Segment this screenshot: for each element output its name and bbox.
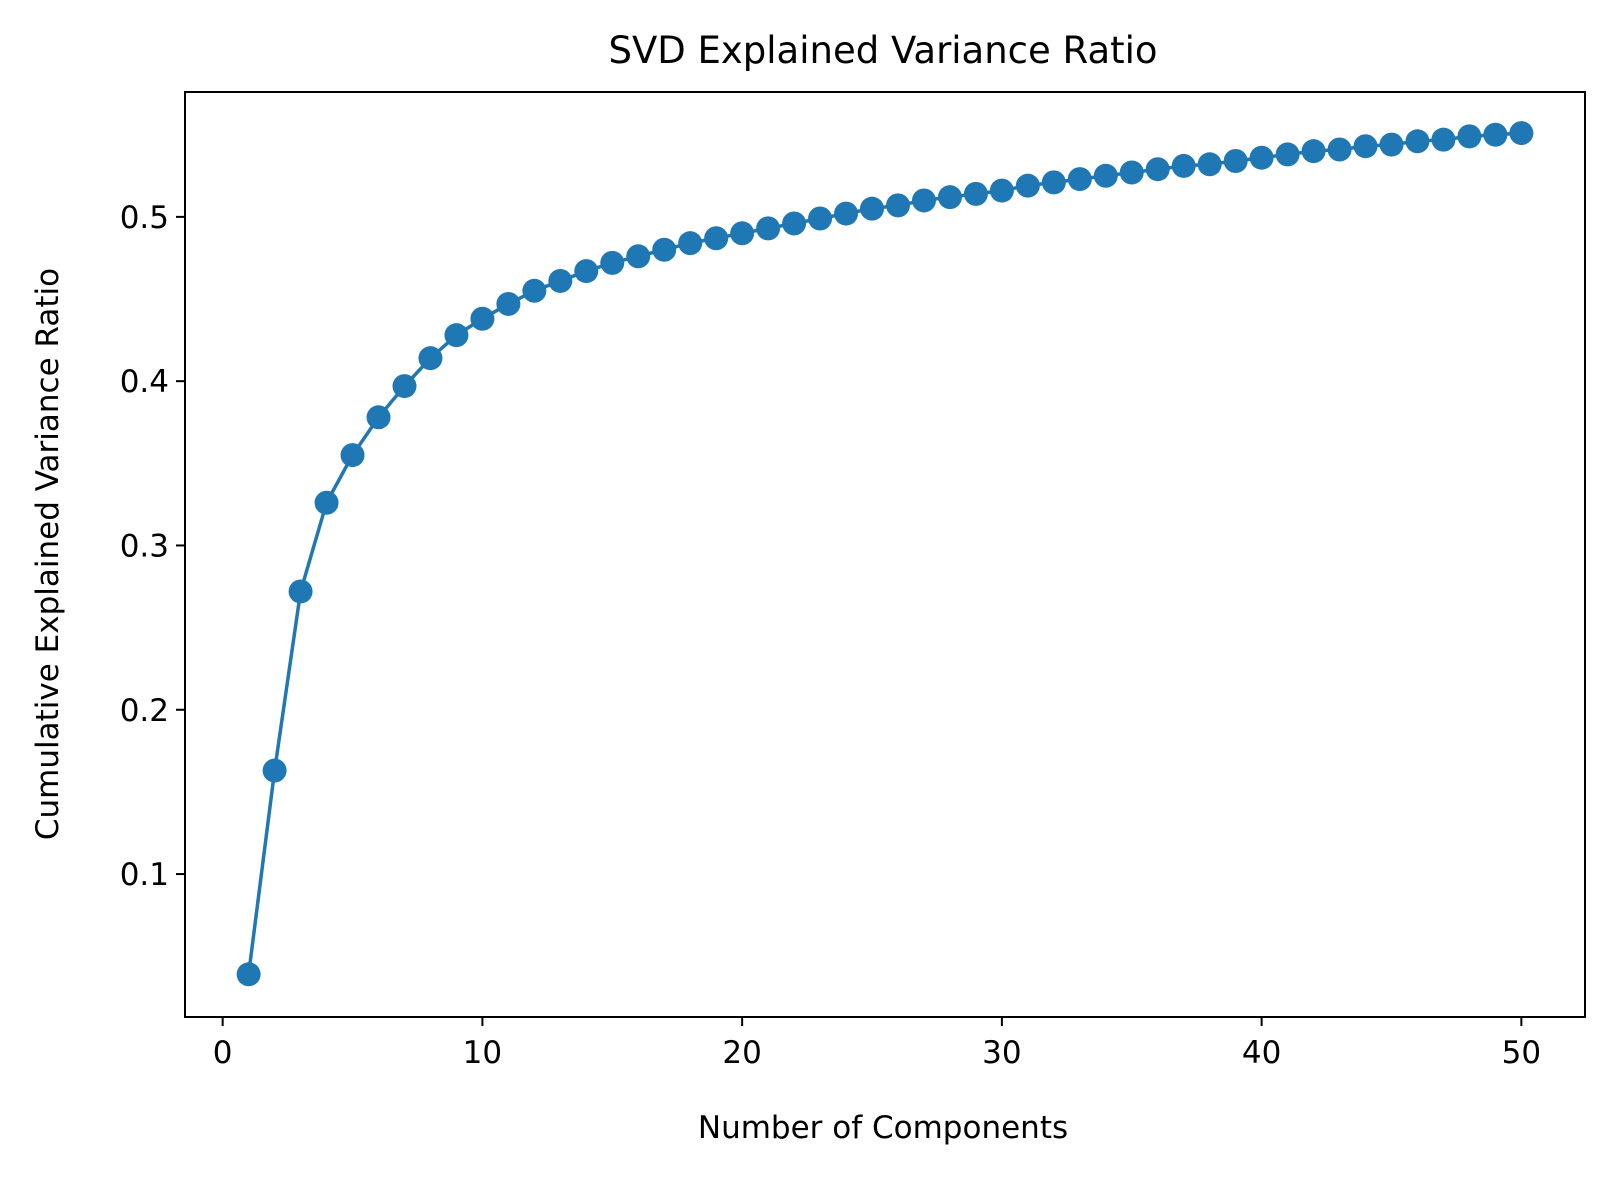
data-point <box>1275 142 1300 167</box>
data-point <box>548 268 573 293</box>
y-tick-label: 0.1 <box>120 857 169 893</box>
x-tick-label: 40 <box>1242 1035 1281 1071</box>
y-tick-label: 0.4 <box>120 364 169 400</box>
data-point <box>1327 137 1352 162</box>
data-point <box>1457 124 1482 149</box>
data-point <box>1379 132 1404 157</box>
data-point <box>834 201 859 226</box>
data-point <box>574 259 599 284</box>
data-point <box>730 221 755 246</box>
data-point <box>340 443 365 468</box>
x-tick-label: 0 <box>213 1035 233 1071</box>
data-point <box>366 405 391 430</box>
data-point <box>1509 121 1534 146</box>
data-point <box>1405 129 1430 154</box>
data-point <box>470 306 495 331</box>
x-tick-label: 30 <box>982 1035 1021 1071</box>
data-point <box>496 291 521 316</box>
data-point <box>885 193 910 218</box>
data-point <box>392 374 417 399</box>
data-point <box>937 185 962 210</box>
data-point <box>1249 145 1274 170</box>
data-point <box>1197 152 1222 177</box>
data-point <box>963 181 988 206</box>
data-point <box>782 211 807 236</box>
data-point <box>808 206 833 231</box>
data-point <box>288 579 313 604</box>
data-point <box>1431 127 1456 152</box>
y-axis-title: Cumulative Explained Variance Ratio <box>30 268 66 840</box>
data-point <box>911 188 936 213</box>
data-point <box>1223 149 1248 174</box>
x-axis-ticks: 0 10 20 30 40 50 <box>213 1017 1541 1071</box>
data-point <box>1093 163 1118 188</box>
data-point <box>756 216 781 241</box>
x-tick-label: 20 <box>722 1035 761 1071</box>
plot-frame <box>184 91 1586 1018</box>
y-tick-label: 0.5 <box>120 200 169 236</box>
data-point <box>236 962 261 987</box>
data-point <box>1145 157 1170 182</box>
data-point <box>989 178 1014 203</box>
data-point <box>626 244 651 269</box>
data-point <box>1483 122 1508 147</box>
data-point <box>860 196 885 221</box>
y-tick-label: 0.2 <box>120 693 169 729</box>
data-point <box>1067 167 1092 192</box>
data-point <box>1301 139 1326 164</box>
data-point <box>418 346 443 371</box>
y-tick-label: 0.3 <box>120 528 169 564</box>
data-point <box>600 250 625 275</box>
plot-data-layer <box>236 121 1534 987</box>
chart-title: SVD Explained Variance Ratio <box>608 29 1157 72</box>
data-point <box>1353 134 1378 159</box>
data-point <box>1015 173 1040 198</box>
data-point <box>652 237 677 262</box>
data-point <box>678 231 703 256</box>
x-tick-label: 50 <box>1502 1035 1541 1071</box>
x-axis-title: Number of Components <box>698 1110 1068 1146</box>
x-tick-label: 10 <box>463 1035 502 1071</box>
data-point <box>314 490 339 515</box>
data-point <box>1041 170 1066 195</box>
data-point <box>1119 160 1144 185</box>
data-point <box>1171 153 1196 178</box>
y-axis-ticks: 0.1 0.2 0.3 0.4 0.5 <box>120 200 185 893</box>
data-point <box>444 323 469 348</box>
data-point <box>704 226 729 251</box>
data-point <box>522 278 547 303</box>
data-point <box>262 758 287 783</box>
